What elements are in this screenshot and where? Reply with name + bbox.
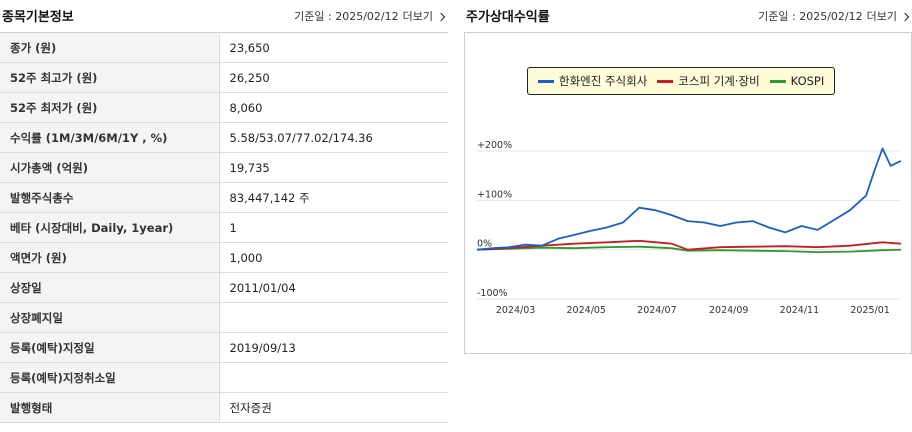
basic-info-header: 종목기본정보 기준일 : 2025/02/12 더보기: [0, 0, 448, 30]
info-value: 1: [219, 212, 448, 243]
more-link[interactable]: 더보기: [866, 8, 910, 24]
info-value: [219, 362, 448, 393]
info-label: 상장폐지일: [0, 302, 220, 333]
info-label: 시가총액 (억원): [0, 152, 220, 183]
chart-plot: +200% +100% 0% -100% 2024/03 2024/05 2024/07 20…: [476, 140, 902, 316]
info-row: 액면가 (원) 1,000: [0, 242, 448, 273]
info-value: 2019/09/13: [219, 332, 448, 363]
x-tick-label: 2024/03: [496, 305, 535, 316]
info-row: 등록(예탁)지정취소일: [0, 362, 448, 393]
info-row: 발행주식총수 83,447,142 주: [0, 182, 448, 213]
legend-label: 한화엔진 주식회사: [559, 74, 648, 88]
info-value: 2011/01/04: [219, 272, 448, 303]
relative-return-panel: 주가상대수익률 기준일 : 2025/02/12 더보기 +200% +100% 0…: [464, 0, 912, 432]
info-value: 19,735: [219, 152, 448, 183]
chevron-right-icon: [436, 12, 446, 21]
info-value: 83,447,142 주: [219, 182, 448, 213]
info-label: 종가 (원): [0, 32, 220, 63]
info-label: 발행형태: [0, 392, 220, 423]
info-label: 등록(예탁)지정일: [0, 332, 220, 363]
info-row: 수익률 (1M/3M/6M/1Y , %) 5.58/53.07/77.02/17…: [0, 122, 448, 153]
info-row: 등록(예탁)지정일 2019/09/13: [0, 332, 448, 363]
base-date-label: 기준일 : 2025/02/12: [758, 10, 863, 23]
legend-item: KOSPI: [769, 74, 825, 88]
y-tick-label: 0%: [477, 239, 492, 250]
info-label: 52주 최고가 (원): [0, 62, 220, 93]
info-value: 5.58/53.07/77.02/174.36: [219, 122, 448, 153]
y-tick-label: +100%: [477, 189, 512, 200]
series-line: [476, 239, 902, 251]
legend-item: 한화엔진 주식회사: [538, 73, 647, 89]
info-label: 발행주식총수: [0, 182, 220, 213]
more-label: 더보기: [866, 10, 897, 23]
info-label: 등록(예탁)지정취소일: [0, 362, 220, 393]
info-value: 전자증권: [219, 392, 448, 423]
info-row: 상장폐지일: [0, 302, 448, 333]
info-value: 26,250: [219, 62, 448, 93]
relative-return-title: 주가상대수익률: [466, 10, 550, 25]
x-tick-label: 2024/09: [709, 305, 748, 316]
legend-swatch: [769, 79, 786, 83]
info-label: 베타 (시장대비, Daily, 1year): [0, 212, 220, 243]
base-date-label: 기준일 : 2025/02/12: [294, 10, 399, 23]
legend-label: 코스피 기계·장비: [678, 74, 760, 88]
y-tick-label: -100%: [477, 288, 508, 299]
info-label: 52주 최저가 (원): [0, 92, 220, 123]
basic-info-title: 종목기본정보: [2, 10, 74, 25]
basic-info-panel: 종목기본정보 기준일 : 2025/02/12 더보기 종가 (원) 23,650…: [0, 0, 448, 432]
info-row: 상장일 2011/01/04: [0, 272, 448, 303]
info-row: 시가총액 (억원) 19,735: [0, 152, 448, 183]
info-row: 52주 최저가 (원) 8,060: [0, 92, 448, 123]
relative-return-header: 주가상대수익률 기준일 : 2025/02/12 더보기: [464, 0, 912, 30]
series-line: [476, 147, 902, 251]
info-value: 8,060: [219, 92, 448, 123]
chevron-right-icon: [900, 12, 910, 21]
info-value: 1,000: [219, 242, 448, 273]
info-row: 종가 (원) 23,650: [0, 32, 448, 63]
more-label: 더보기: [402, 10, 433, 23]
legend-label: KOSPI: [790, 74, 825, 88]
relative-return-meta: 기준일 : 2025/02/12 더보기: [758, 8, 910, 24]
x-tick-label: 2024/07: [637, 305, 676, 316]
info-label: 수익률 (1M/3M/6M/1Y , %): [0, 122, 220, 153]
more-link[interactable]: 더보기: [402, 8, 446, 24]
info-value: [219, 302, 448, 333]
legend-item: 코스피 기계·장비: [657, 73, 760, 89]
x-tick-label: 2025/01: [850, 305, 889, 316]
basic-info-meta: 기준일 : 2025/02/12 더보기: [294, 8, 446, 24]
info-row: 베타 (시장대비, Daily, 1year) 1: [0, 212, 448, 243]
info-row: 발행형태 전자증권: [0, 392, 448, 423]
info-row: 52주 최고가 (원) 26,250: [0, 62, 448, 93]
basic-info-table: 종가 (원) 23,650 52주 최고가 (원) 26,250 52주 최저가 (원)…: [0, 32, 448, 423]
info-value: 23,650: [219, 32, 448, 63]
chart-legend: 한화엔진 주식회사 코스피 기계·장비 KOSPI: [527, 67, 836, 95]
info-label: 액면가 (원): [0, 242, 220, 273]
legend-swatch: [657, 79, 674, 83]
series-line: [476, 245, 902, 254]
x-tick-label: 2024/11: [780, 305, 819, 316]
relative-return-chart: +200% +100% 0% -100% 2024/03 2024/05 2024/07 20…: [464, 32, 912, 354]
y-tick-label: +200%: [477, 140, 512, 151]
x-tick-label: 2024/05: [567, 305, 606, 316]
legend-swatch: [538, 79, 554, 83]
info-label: 상장일: [0, 272, 220, 303]
